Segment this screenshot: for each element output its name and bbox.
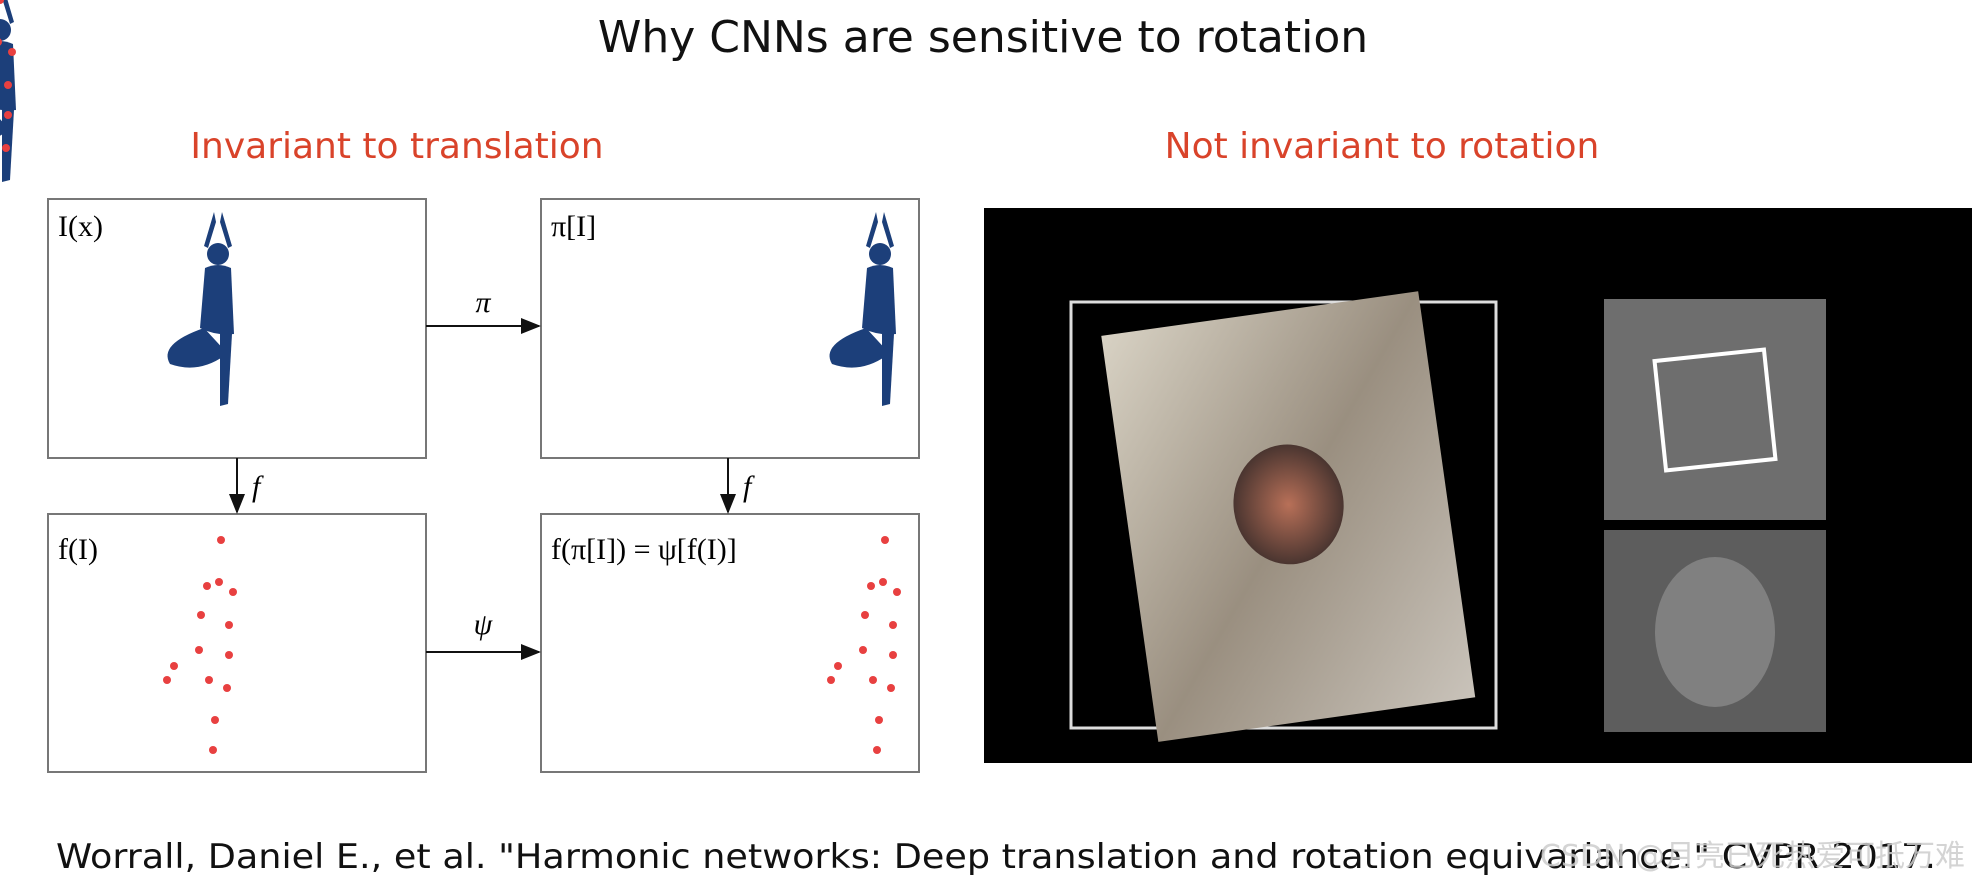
box-label: f(π[I]) = ψ[f(I)] [551, 533, 737, 566]
arrow-label: f [252, 470, 264, 503]
arrow-label: f [743, 470, 755, 503]
feature-dots [0, 0, 16, 152]
crop-frame [1069, 300, 1498, 730]
arrow-label: π [475, 286, 491, 319]
box [540, 513, 920, 773]
box-label: f(I) [58, 533, 98, 566]
filter-response [1604, 299, 1826, 520]
rotated-photo [1101, 291, 1476, 742]
left-heading: Invariant to translation [190, 126, 603, 167]
box [540, 198, 920, 459]
yoga-figure [0, 0, 16, 182]
right-heading: Not invariant to rotation [1165, 126, 1600, 167]
crop-frame [1652, 347, 1778, 473]
face-response [1655, 557, 1775, 707]
box [47, 198, 427, 459]
arrow-label: ψ [474, 608, 494, 641]
box [47, 513, 427, 773]
title: Why CNNs are sensitive to rotation [598, 12, 1368, 63]
box-label: I(x) [58, 210, 103, 243]
watermark: CSDN @月亮已死热爱可抵万难 [1540, 839, 1965, 874]
box-label: π[I] [551, 210, 596, 243]
citation: Worrall, Daniel E., et al. "Harmonic net… [56, 837, 1936, 877]
